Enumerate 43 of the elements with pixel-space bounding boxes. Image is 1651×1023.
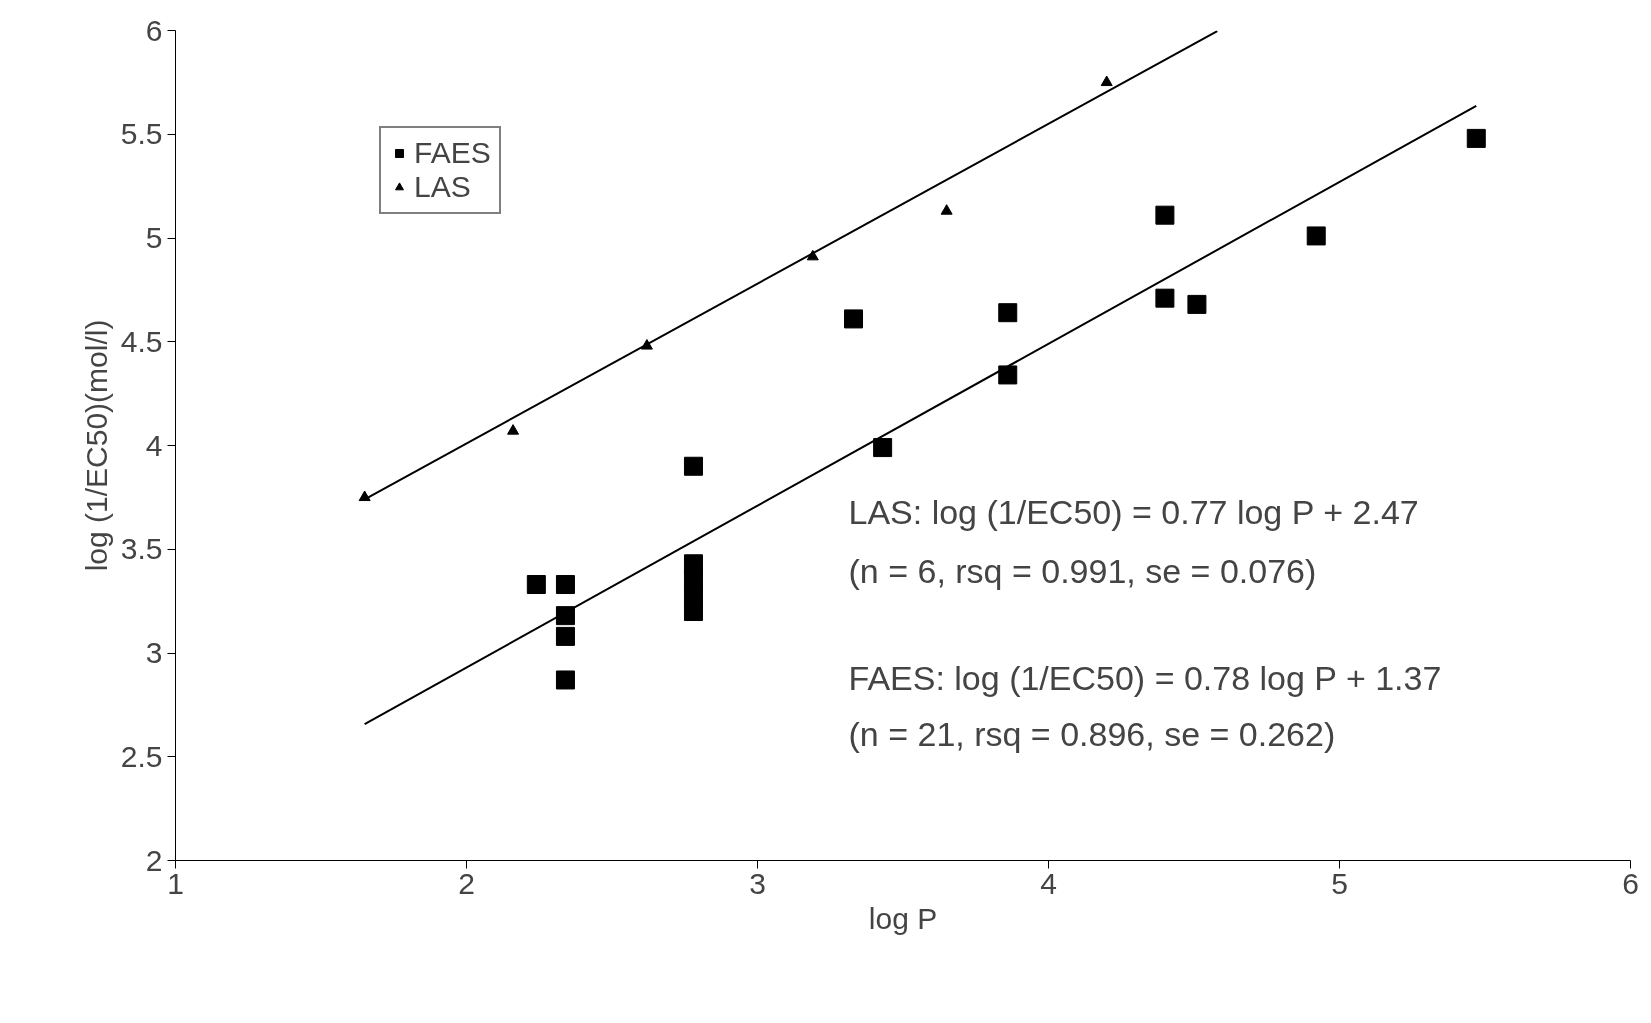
- point: [940, 204, 953, 215]
- point: [683, 456, 703, 476]
- x-tick-label: 2: [458, 866, 475, 900]
- point: [998, 365, 1018, 385]
- y-tick-label: 4: [145, 428, 163, 462]
- annotation: (n = 21, rsq = 0.896, se = 0.262): [848, 714, 1336, 753]
- y-tick-label: 2.5: [120, 739, 163, 773]
- point: [998, 303, 1018, 323]
- x-tick-label: 1: [167, 866, 184, 900]
- y-tick-label: 5.5: [120, 117, 163, 151]
- legend-label: FAES: [414, 136, 491, 170]
- point: [555, 670, 575, 690]
- y-tick-label: 3: [145, 636, 163, 669]
- y-axis-title: log (1/EC50)(mol/l): [79, 319, 113, 572]
- x-tick-label: 3: [749, 866, 766, 900]
- point: [1155, 205, 1175, 225]
- y-tick-label: 6: [145, 13, 163, 47]
- point: [1155, 288, 1175, 308]
- x-tick-label: 4: [1040, 866, 1057, 900]
- point: [1306, 226, 1326, 246]
- x-axis-title: log P: [868, 901, 938, 935]
- annotation: LAS: log (1/EC50) = 0.77 log P + 2.47: [848, 492, 1419, 531]
- x-tick-label: 6: [1622, 866, 1639, 900]
- point: [844, 309, 864, 329]
- y-tick-label: 3.5: [120, 532, 163, 566]
- point: [1187, 294, 1207, 314]
- annotation: FAES: log (1/EC50) = 0.78 log P + 1.37: [848, 658, 1442, 697]
- legend-label: LAS: [414, 170, 471, 204]
- point: [507, 424, 520, 435]
- point: [683, 602, 703, 621]
- point: [555, 626, 575, 646]
- point: [806, 249, 819, 261]
- y-tick-label: 2: [145, 843, 163, 877]
- point: [526, 575, 546, 595]
- point: [555, 575, 575, 595]
- point: [1100, 75, 1113, 87]
- point: [1466, 128, 1486, 148]
- y-tick-label: 5: [145, 221, 163, 254]
- x-tick-label: 5: [1331, 866, 1348, 900]
- point: [873, 438, 893, 458]
- annotation: (n = 6, rsq = 0.991, se = 0.076): [848, 551, 1317, 590]
- point: [358, 490, 371, 502]
- y-tick-label: 4.5: [120, 324, 163, 358]
